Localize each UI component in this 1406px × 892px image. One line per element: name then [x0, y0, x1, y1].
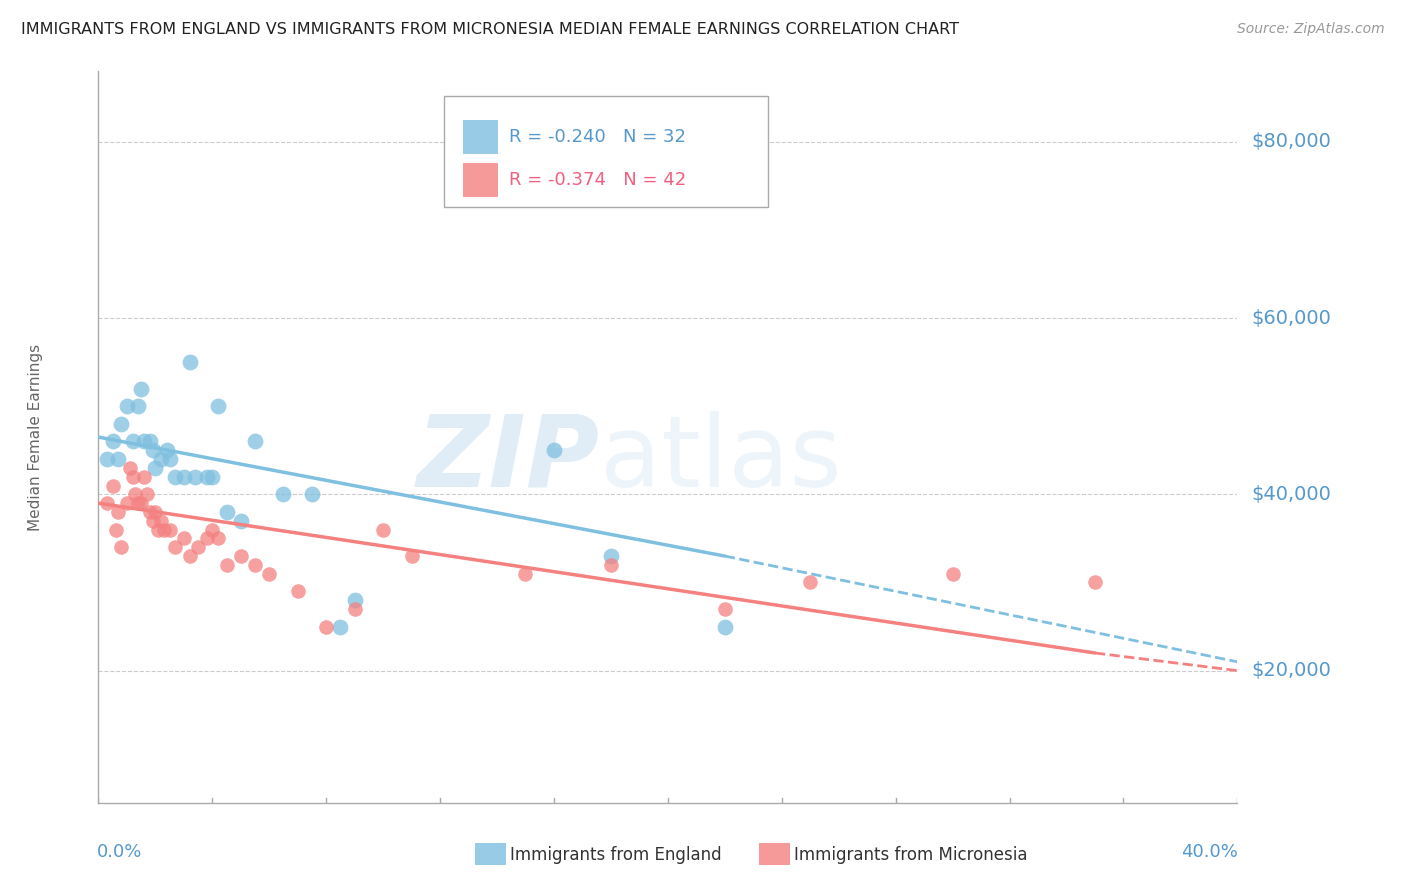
Point: [115, 496, 138, 510]
Point: [150, 452, 173, 467]
Text: R = -0.374   N = 42: R = -0.374 N = 42: [509, 171, 686, 189]
Text: $60,000: $60,000: [1251, 309, 1331, 327]
Point: [543, 443, 565, 458]
Text: Median Female Earnings: Median Female Earnings: [28, 343, 44, 531]
Point: [173, 532, 195, 546]
Point: [343, 602, 366, 616]
Point: [201, 523, 224, 537]
Point: [600, 558, 623, 572]
Point: [243, 558, 266, 572]
Point: [141, 514, 163, 528]
Point: [148, 523, 170, 537]
Point: [132, 469, 155, 483]
Point: [127, 496, 149, 510]
Point: [135, 487, 157, 501]
Point: [329, 619, 352, 633]
Point: [179, 549, 201, 563]
Point: [96, 496, 118, 510]
Text: Immigrants from England: Immigrants from England: [510, 846, 723, 863]
Point: [173, 469, 195, 483]
Point: [343, 593, 366, 607]
Point: [124, 487, 146, 501]
Point: [942, 566, 965, 581]
Point: [129, 382, 152, 396]
Point: [207, 399, 229, 413]
Point: [215, 505, 238, 519]
Text: 0.0%: 0.0%: [97, 843, 142, 861]
Point: [195, 532, 218, 546]
Point: [201, 469, 224, 483]
Point: [138, 505, 160, 519]
Point: [273, 487, 295, 501]
Point: [101, 434, 124, 449]
Point: [1084, 575, 1107, 590]
Point: [165, 540, 187, 554]
Point: [129, 496, 152, 510]
Point: [187, 540, 209, 554]
Point: [141, 443, 163, 458]
Point: [150, 514, 173, 528]
Point: [373, 523, 395, 537]
Point: [156, 443, 179, 458]
Point: [515, 566, 537, 581]
Point: [714, 602, 737, 616]
Point: [165, 469, 187, 483]
Point: [301, 487, 323, 501]
Point: [121, 469, 143, 483]
Point: [714, 619, 737, 633]
Point: [107, 505, 129, 519]
Point: [110, 417, 132, 431]
Point: [243, 434, 266, 449]
Point: [287, 584, 309, 599]
Text: Source: ZipAtlas.com: Source: ZipAtlas.com: [1237, 22, 1385, 37]
Point: [145, 461, 167, 475]
Point: [259, 566, 281, 581]
Text: 40.0%: 40.0%: [1181, 843, 1239, 861]
Point: [145, 505, 167, 519]
Point: [401, 549, 423, 563]
Point: [179, 355, 201, 369]
Point: [215, 558, 238, 572]
Point: [107, 452, 129, 467]
Text: $20,000: $20,000: [1251, 661, 1331, 680]
Point: [153, 523, 176, 537]
Point: [229, 514, 252, 528]
Point: [159, 452, 181, 467]
Point: [104, 523, 127, 537]
Text: atlas: atlas: [599, 410, 841, 508]
Text: $80,000: $80,000: [1251, 132, 1331, 152]
Text: ZIP: ZIP: [416, 410, 599, 508]
Point: [127, 399, 149, 413]
Point: [229, 549, 252, 563]
Point: [315, 619, 337, 633]
Point: [184, 469, 207, 483]
Text: IMMIGRANTS FROM ENGLAND VS IMMIGRANTS FROM MICRONESIA MEDIAN FEMALE EARNINGS COR: IMMIGRANTS FROM ENGLAND VS IMMIGRANTS FR…: [21, 22, 959, 37]
Point: [132, 434, 155, 449]
Point: [118, 461, 141, 475]
Point: [138, 434, 160, 449]
Point: [799, 575, 821, 590]
Text: $40,000: $40,000: [1251, 485, 1331, 504]
Point: [110, 540, 132, 554]
Point: [101, 478, 124, 492]
Point: [600, 549, 623, 563]
Text: R = -0.240   N = 32: R = -0.240 N = 32: [509, 128, 686, 146]
Point: [195, 469, 218, 483]
Point: [159, 523, 181, 537]
Point: [121, 434, 143, 449]
Point: [96, 452, 118, 467]
Text: Immigrants from Micronesia: Immigrants from Micronesia: [794, 846, 1028, 863]
Point: [207, 532, 229, 546]
Point: [115, 399, 138, 413]
